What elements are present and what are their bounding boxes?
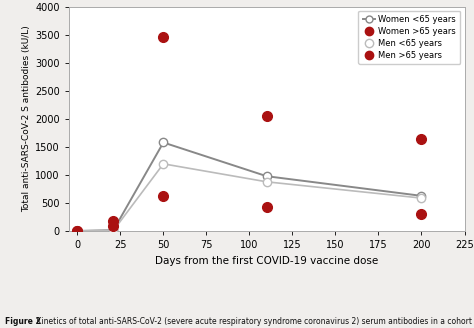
Y-axis label: Total anti-SARS-CoV-2 S antibodies (kU/L): Total anti-SARS-CoV-2 S antibodies (kU/L…	[22, 26, 31, 212]
Legend: Women <65 years, Women >65 years, Men <65 years, Men >65 years: Women <65 years, Women >65 years, Men <6…	[358, 11, 460, 64]
Women >65 years	[263, 113, 270, 118]
Women <65 years	[74, 229, 80, 233]
Women <65 years	[161, 140, 166, 144]
Women >65 years	[418, 136, 425, 141]
Text: Figure 2: Figure 2	[5, 318, 40, 326]
Men <65 years	[161, 162, 166, 166]
Men >65 years	[160, 193, 167, 198]
Text: Kinetics of total anti-SARS-CoV-2 (severe acute respiratory syndrome coronavirus: Kinetics of total anti-SARS-CoV-2 (sever…	[34, 318, 474, 326]
Men >65 years	[418, 211, 425, 216]
Women >65 years	[109, 218, 117, 224]
X-axis label: Days from the first COVID-19 vaccine dose: Days from the first COVID-19 vaccine dos…	[155, 256, 378, 266]
Line: Women <65 years: Women <65 years	[73, 138, 426, 235]
Men <65 years	[74, 229, 80, 233]
Women <65 years	[110, 228, 116, 232]
Line: Men <65 years: Men <65 years	[73, 160, 426, 235]
Men <65 years	[264, 180, 269, 184]
Men <65 years	[419, 196, 424, 200]
Women >65 years	[160, 34, 167, 39]
Men >65 years	[263, 204, 270, 210]
Women <65 years	[419, 194, 424, 198]
Men <65 years	[110, 228, 116, 232]
Women <65 years	[264, 174, 269, 178]
Men >65 years	[109, 223, 117, 228]
Men >65 years	[73, 228, 81, 234]
Women >65 years	[73, 228, 81, 234]
